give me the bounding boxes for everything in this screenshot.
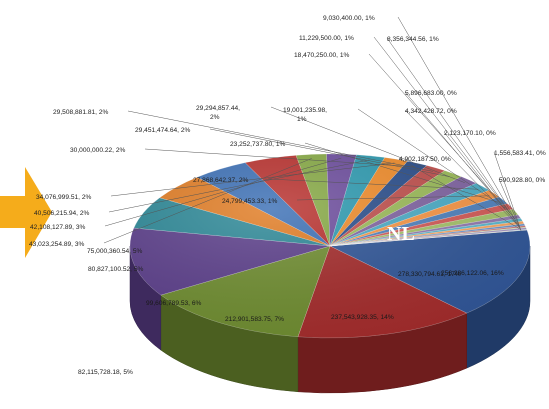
leader-line-11 — [108, 159, 370, 213]
slice-label-23: 9,030,400.00, 1% — [323, 15, 375, 22]
slice-label-22: 11,229,500.00, 1% — [299, 35, 354, 42]
leader-line-17 — [267, 178, 479, 190]
slice-label-24: 8,356,344.56, 1% — [387, 36, 439, 43]
leader-line-9 — [103, 158, 312, 244]
slice-labels: 278,330,794.61, 17%256,286,122.06, 16% 23… — [29, 15, 546, 376]
leader-line-30 — [498, 178, 522, 231]
slice-label-13: 30,000,000.22, 2% — [70, 147, 125, 154]
slice-label-12: 34,076,999.51, 2% — [36, 194, 91, 201]
slice-label-1: 278,330,794.61, 17% — [398, 271, 461, 278]
slice-label-9: 43,023,254.89, 3% — [29, 241, 84, 248]
leader-line-15 — [209, 128, 450, 177]
slice-label-11: 40,506,215.94, 2% — [34, 210, 89, 217]
leader-line-28 — [398, 157, 521, 230]
leader-line-21 — [368, 53, 511, 214]
slice-label-15: 29,451,474.64, 2% — [135, 127, 190, 134]
slice-label-8: 75,000,360.54, 5% — [87, 248, 142, 255]
leader-line-22 — [373, 36, 514, 218]
leader-line-23 — [397, 16, 517, 221]
leader-line-10 — [104, 157, 342, 227]
slice-label-4: 212,901,583.75, 7% — [225, 316, 284, 323]
slice-label-16: 29,294,857.44, 2% — [196, 105, 240, 121]
slice-label-17: 27,868,642.37, 2% — [193, 177, 248, 184]
slice-label-10: 42,108,127.89, 3% — [30, 224, 85, 231]
pie-slices — [129, 153, 531, 339]
slice-label-6: 82,115,728.18, 5% — [78, 369, 133, 376]
leader-line-18 — [296, 195, 490, 201]
leader-line-25 — [404, 91, 519, 226]
leader-lines — [103, 16, 522, 244]
slice-label-19: 23,252,737.80, 1% — [230, 141, 285, 148]
slice-label-14: 29,508,881.81, 2% — [53, 109, 108, 116]
slice-label-7: 80,827,100.52, 5% — [88, 266, 143, 273]
leader-line-27 — [443, 131, 521, 229]
slice-label-28: 4,902,187.50, 0% — [399, 156, 451, 163]
slice-label-29: 1,556,583.41, 0% — [494, 150, 546, 157]
leader-line-14 — [127, 110, 433, 172]
slice-label-18: 24,799,453.33, 1% — [222, 198, 277, 205]
slice-label-27: 2,123,170.10, 0% — [444, 130, 496, 137]
leader-line-16 — [270, 106, 465, 183]
pie-sides — [129, 245, 531, 394]
slice-label-21: 18,470,250.00, 1% — [294, 52, 349, 59]
leader-line-19 — [304, 142, 499, 203]
slice-label-26: 4,342,428.72, 0% — [405, 108, 457, 115]
leader-line-13 — [144, 148, 415, 168]
slice-label-25: 5,896,683.00, 0% — [405, 90, 457, 97]
slice-label-20: 19,001,235.98, 1% — [283, 107, 327, 123]
leader-line-12 — [110, 162, 395, 197]
leader-line-26 — [404, 109, 520, 228]
slice-label-30: 590,928.80, 0% — [499, 177, 545, 184]
arrow-right-icon — [0, 167, 52, 258]
slice-label-3: 237,543,928.35, 14% — [331, 314, 394, 321]
pie-top-highlight — [130, 154, 530, 338]
leader-line-24 — [386, 37, 518, 224]
nl-label: NL — [387, 223, 415, 245]
leader-line-20 — [357, 108, 506, 209]
slice-label-2: 256,286,122.06, 16% — [441, 270, 504, 277]
slice-label-5: 99,606,789.53, 6% — [146, 300, 201, 307]
leader-line-29 — [493, 151, 522, 231]
